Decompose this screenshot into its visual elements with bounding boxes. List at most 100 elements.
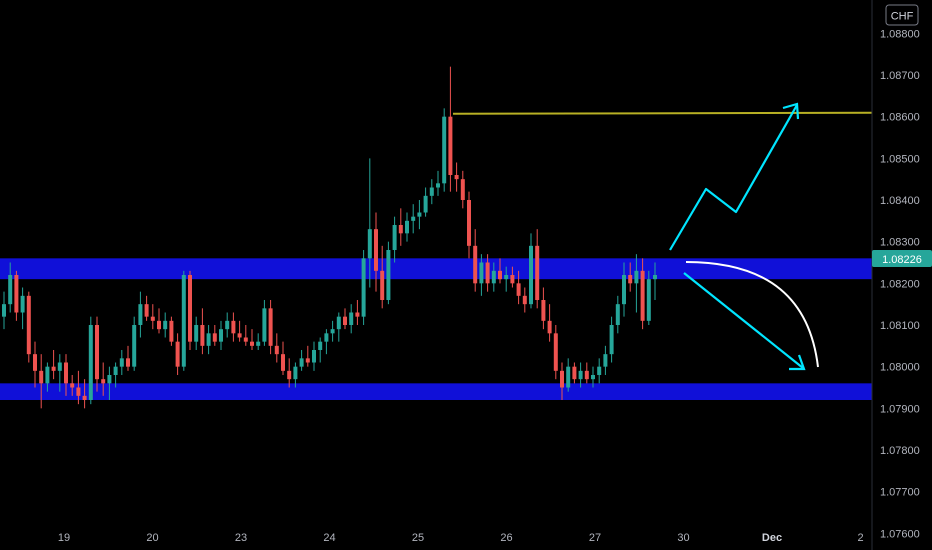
candle-body[interactable] — [212, 333, 217, 342]
candle-body[interactable] — [281, 354, 285, 371]
candle-body[interactable] — [646, 279, 651, 321]
candle-body[interactable] — [553, 333, 558, 371]
candle-body[interactable] — [274, 345, 279, 355]
sr-zone-1[interactable] — [0, 258, 872, 280]
candle-body[interactable] — [169, 320, 174, 342]
candle-body[interactable] — [45, 366, 50, 384]
candle-body[interactable] — [150, 316, 155, 321]
resistance-line[interactable] — [452, 111, 873, 115]
candle-body[interactable] — [39, 370, 44, 384]
candle-body[interactable] — [448, 116, 453, 175]
candle-body[interactable] — [504, 275, 509, 280]
time-axis[interactable]: 19 20 23 24 25 26 27 30 Dec 2 — [58, 532, 864, 544]
candle-body[interactable] — [200, 325, 205, 346]
candle-body[interactable] — [26, 295, 31, 355]
candle-body[interactable] — [398, 225, 403, 234]
candle-body[interactable] — [57, 362, 62, 371]
candle-body[interactable] — [95, 325, 99, 380]
candle-body[interactable] — [405, 220, 409, 234]
candle-body[interactable] — [386, 250, 391, 300]
candle-body[interactable] — [436, 183, 440, 188]
candle-body[interactable] — [250, 341, 254, 346]
candle-body[interactable] — [157, 320, 161, 330]
candle-body[interactable] — [479, 262, 484, 284]
candle-body[interactable] — [262, 308, 267, 342]
candle-body[interactable] — [70, 383, 75, 388]
currency-badge[interactable] — [885, 4, 919, 26]
candle-body[interactable] — [188, 275, 192, 342]
candle-body[interactable] — [126, 358, 130, 367]
candle-body[interactable] — [144, 304, 149, 317]
candle-body[interactable] — [33, 354, 37, 371]
candle-body[interactable] — [510, 275, 515, 284]
candle-body[interactable] — [88, 325, 93, 400]
candle-body[interactable] — [343, 316, 347, 325]
candle-body[interactable] — [640, 270, 645, 321]
candle-body[interactable] — [299, 358, 304, 367]
candle-body[interactable] — [219, 329, 223, 342]
candle-body[interactable] — [603, 354, 608, 367]
candle-body[interactable] — [547, 320, 552, 334]
candle-body[interactable] — [572, 366, 577, 380]
candle-body[interactable] — [243, 337, 248, 342]
candle-body[interactable] — [609, 325, 614, 355]
candle-body[interactable] — [293, 366, 298, 380]
candle-body[interactable] — [256, 341, 261, 346]
candle-body[interactable] — [231, 320, 236, 334]
currency-toggle[interactable]: CHF — [885, 4, 919, 26]
candle-body[interactable] — [628, 275, 633, 284]
candle-body[interactable] — [181, 275, 186, 367]
candle-body[interactable] — [411, 216, 416, 221]
candle-body[interactable] — [429, 187, 434, 196]
candle-body[interactable] — [467, 200, 471, 246]
candle-body[interactable] — [349, 312, 354, 326]
candle-body[interactable] — [113, 366, 118, 375]
candle-body[interactable] — [442, 116, 447, 184]
candle-body[interactable] — [591, 375, 595, 380]
candle-body[interactable] — [560, 370, 564, 388]
candle-body[interactable] — [584, 370, 589, 380]
candle-body[interactable] — [194, 325, 199, 342]
candle-body[interactable] — [355, 312, 360, 317]
candle-body[interactable] — [132, 325, 137, 367]
candle-body[interactable] — [51, 366, 56, 371]
candle-body[interactable] — [305, 358, 310, 363]
candle-body[interactable] — [20, 295, 25, 313]
candle-body[interactable] — [566, 366, 571, 388]
candle-body[interactable] — [541, 300, 546, 321]
candle-body[interactable] — [417, 212, 422, 217]
candle-body[interactable] — [392, 225, 397, 250]
candle-body[interactable] — [374, 229, 378, 271]
candle-body[interactable] — [14, 275, 19, 313]
candle-body[interactable] — [361, 258, 366, 317]
candle-body[interactable] — [522, 295, 527, 305]
candle-body[interactable] — [516, 283, 521, 296]
price-axis[interactable]: 1.07600 1.07700 1.07800 1.07900 1.08000 1.081… — [871, 0, 932, 550]
candle-body[interactable] — [206, 333, 211, 346]
bearish-projection-arrow[interactable] — [683, 272, 804, 369]
candle-body[interactable] — [491, 270, 496, 284]
candle-body[interactable] — [237, 333, 242, 338]
candle-body[interactable] — [175, 341, 180, 367]
candle-body[interactable] — [653, 275, 657, 280]
candle-body[interactable] — [597, 366, 602, 375]
candle-body[interactable] — [423, 195, 428, 213]
candle-body[interactable] — [64, 362, 68, 384]
candle-body[interactable] — [578, 370, 583, 380]
candle-body[interactable] — [454, 175, 459, 180]
candle-body[interactable] — [225, 320, 230, 330]
candle-body[interactable] — [8, 275, 13, 305]
candle-body[interactable] — [82, 395, 87, 400]
candle-body[interactable] — [529, 245, 533, 305]
sr-zone-2[interactable] — [0, 383, 872, 400]
candle-body[interactable] — [473, 245, 478, 284]
candle-body[interactable] — [485, 262, 490, 284]
candle-body[interactable] — [107, 375, 112, 384]
candle-body[interactable] — [119, 358, 124, 367]
candle-body[interactable] — [336, 316, 341, 330]
curved-projection[interactable] — [685, 261, 819, 368]
candle-body[interactable] — [460, 179, 465, 200]
candle-body[interactable] — [367, 229, 372, 259]
candle-body[interactable] — [622, 275, 626, 305]
